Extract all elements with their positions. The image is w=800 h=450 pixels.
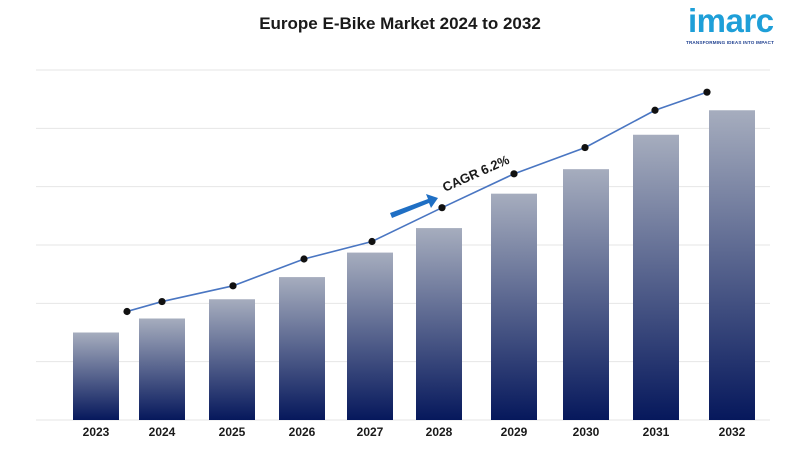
cagr-arrow-icon — [390, 194, 438, 218]
trend-point — [368, 237, 376, 246]
logo-wordmark: imarc — [688, 2, 774, 39]
x-tick-label: 2032 — [719, 425, 746, 439]
x-tick-label: 2023 — [83, 425, 110, 439]
x-tick-label: 2029 — [501, 425, 528, 439]
x-tick-label: 2024 — [149, 425, 176, 439]
trend-point — [123, 307, 131, 316]
bar-2027 — [347, 252, 393, 420]
x-tick-label: 2031 — [643, 425, 670, 439]
bar-2028 — [416, 228, 462, 420]
trend-point — [438, 204, 446, 212]
trend-point — [229, 282, 237, 290]
trend-point — [158, 297, 166, 306]
logo-tagline: TRANSFORMING IDEAS INTO IMPACT — [686, 40, 775, 45]
trend-point — [703, 88, 711, 96]
cagr-label: CAGR 6.2% — [440, 152, 512, 195]
bar-2024 — [139, 318, 185, 420]
bar-2023 — [73, 332, 119, 420]
x-tick-label: 2027 — [357, 425, 384, 439]
x-tick-label: 2026 — [289, 425, 316, 439]
trend-point — [510, 170, 518, 178]
trend-polyline — [126, 91, 708, 313]
bar-2029 — [491, 193, 537, 420]
bar-2026 — [279, 277, 325, 420]
bars — [73, 110, 755, 420]
bar-2025 — [209, 299, 255, 420]
chart-title: Europe E-Bike Market 2024 to 2032 — [259, 14, 541, 33]
trend-point — [300, 255, 308, 263]
bar-2032 — [709, 110, 755, 420]
x-axis-ticks: 2023 2024 2025 2026 2027 2028 2029 2030 2031 2032 — [83, 425, 746, 439]
trend-point — [581, 143, 589, 152]
bar-2030 — [563, 169, 609, 420]
trend-point — [651, 106, 659, 114]
x-tick-label: 2030 — [573, 425, 600, 439]
trend-line — [123, 88, 711, 316]
imarc-logo: imarc TRANSFORMING IDEAS INTO IMPACT — [682, 2, 792, 52]
x-tick-label: 2025 — [219, 425, 246, 439]
x-tick-label: 2028 — [426, 425, 453, 439]
bar-2031 — [633, 134, 679, 420]
